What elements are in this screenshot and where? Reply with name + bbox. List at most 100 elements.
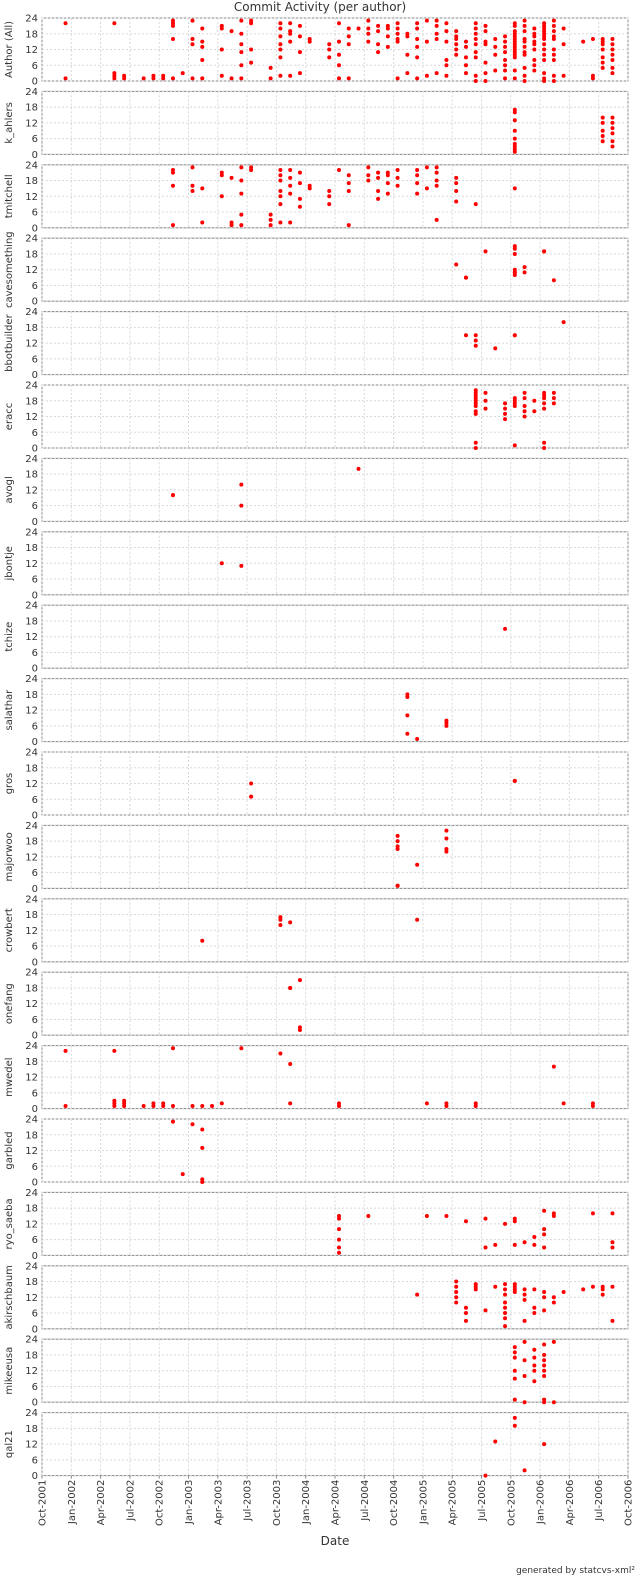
point: [561, 73, 566, 78]
point: [297, 1027, 302, 1032]
y-tick-label: 6: [32, 1162, 38, 1173]
point: [63, 1103, 68, 1108]
point: [561, 1290, 566, 1295]
point: [512, 1345, 517, 1350]
point: [483, 42, 488, 47]
y-tick-label: 24: [25, 14, 38, 25]
point: [122, 1103, 127, 1108]
point: [219, 26, 224, 31]
point: [415, 1292, 420, 1297]
point: [600, 134, 605, 139]
point: [278, 173, 283, 178]
point: [239, 1046, 244, 1051]
point: [532, 26, 537, 31]
y-tick-label: 12: [25, 118, 38, 129]
point: [376, 50, 381, 55]
point: [337, 1250, 341, 1255]
point: [219, 561, 224, 566]
point: [503, 68, 508, 73]
y-tick-label: 18: [25, 323, 38, 334]
point: [170, 493, 175, 498]
point: [463, 63, 468, 68]
point: [337, 52, 341, 57]
point: [581, 39, 586, 44]
point: [522, 414, 527, 419]
point: [532, 1347, 537, 1352]
point: [473, 21, 478, 26]
point: [503, 1287, 508, 1292]
point: [463, 1318, 468, 1323]
point: [590, 1284, 595, 1289]
y-tick-label: 18: [25, 249, 38, 260]
panel: 0 6 12 18 24 avogl: [4, 454, 629, 528]
point: [297, 196, 302, 201]
y-tick-label: 12: [25, 926, 38, 937]
point: [268, 217, 273, 222]
point: [610, 71, 615, 76]
point: [395, 183, 400, 188]
point: [297, 50, 302, 55]
point: [473, 446, 478, 450]
point: [415, 181, 420, 186]
point: [278, 917, 283, 922]
point: [297, 170, 302, 175]
y-tick-label: 6: [32, 1235, 38, 1246]
point: [288, 920, 293, 925]
x-tick-label: Oct-2005: [506, 1480, 517, 1526]
point: [493, 68, 498, 73]
point: [473, 1103, 478, 1108]
point: [483, 398, 488, 403]
point: [239, 63, 244, 68]
point: [542, 1290, 547, 1295]
point: [444, 21, 449, 26]
point: [278, 21, 283, 26]
point: [366, 165, 371, 170]
y-tick-label: 18: [25, 837, 38, 848]
y-tick-label: 12: [25, 1219, 38, 1230]
point: [346, 173, 351, 178]
point: [170, 183, 175, 188]
point: [366, 18, 371, 23]
point: [229, 223, 234, 228]
y-tick-label: 12: [25, 192, 38, 203]
point: [532, 58, 537, 62]
point: [395, 883, 400, 888]
y-tick-label: 6: [32, 795, 38, 806]
point: [551, 37, 556, 41]
y-tick-label: 6: [32, 1455, 38, 1466]
y-tick-label: 0: [32, 1324, 38, 1335]
point: [200, 186, 205, 191]
point: [141, 76, 146, 81]
point: [503, 1324, 508, 1329]
point: [512, 1355, 517, 1360]
point: [288, 168, 293, 173]
point: [297, 181, 302, 186]
point: [200, 44, 205, 49]
y-tick-label: 6: [32, 428, 38, 439]
point: [190, 183, 195, 188]
point: [473, 42, 478, 47]
point: [454, 29, 459, 34]
y-tick-label: 24: [25, 234, 38, 245]
point: [454, 52, 459, 57]
point: [278, 42, 283, 47]
y-axis-label: crowbert: [4, 908, 15, 952]
x-tick-label: Jan-2002: [67, 1480, 78, 1525]
y-tick-label: 12: [25, 485, 38, 496]
point: [503, 1282, 508, 1287]
point: [337, 1216, 341, 1221]
panel: 0 6 12 18 24 crowbert: [4, 894, 629, 968]
point: [512, 246, 517, 251]
point: [522, 73, 527, 78]
point: [415, 862, 420, 867]
point: [542, 42, 547, 47]
point: [288, 220, 293, 225]
point: [522, 1318, 527, 1323]
y-tick-label: 12: [25, 1440, 38, 1451]
point: [600, 60, 605, 65]
panel: 0 6 12 18 24 ryo_saeba: [4, 1188, 629, 1262]
y-axis-label: Author (All): [4, 21, 15, 78]
y-axis-label: onefang: [4, 983, 15, 1024]
point: [288, 1061, 293, 1066]
